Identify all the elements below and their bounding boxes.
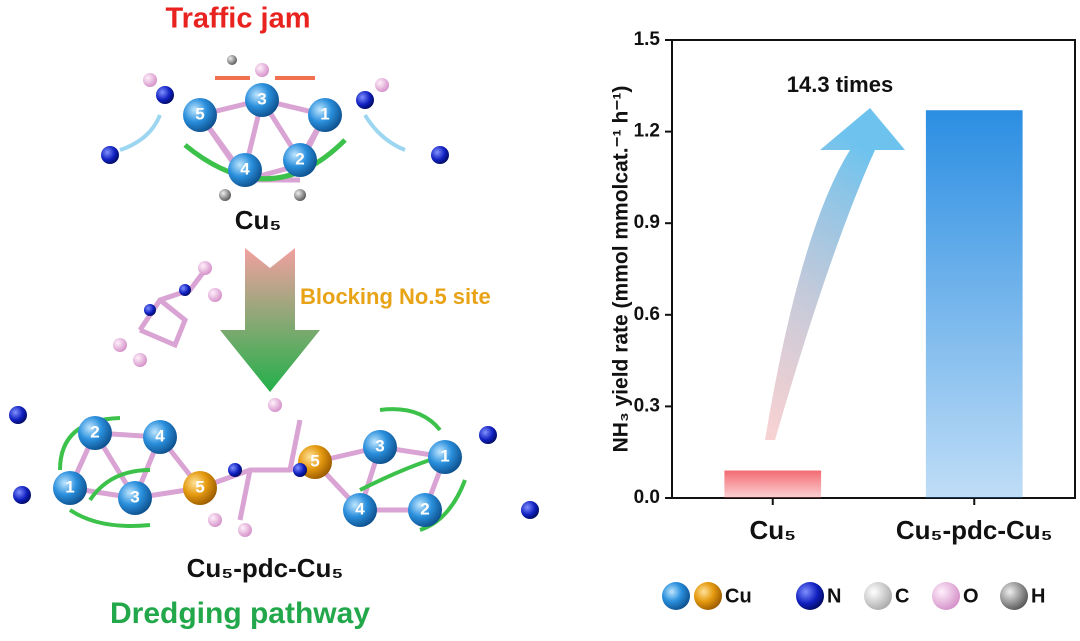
increase-arrow (765, 108, 905, 440)
site-number: 2 (90, 422, 99, 441)
bottom-label: Cu₅-pdc-Cu₅ (187, 553, 344, 583)
site-number: 4 (240, 159, 250, 178)
site-number: 5 (195, 104, 204, 123)
y-tick-label: 0.3 (634, 395, 660, 416)
site-number: 5 (195, 477, 204, 496)
plot-frame (671, 39, 1076, 499)
y-tick-label: 1.2 (634, 121, 660, 142)
y-tick-label: 0.6 (634, 304, 660, 325)
legend-label: O (963, 585, 979, 607)
bottom-cluster (9, 398, 539, 537)
atom-legend (662, 582, 1028, 610)
legend-label: C (895, 585, 909, 607)
x-tick-label: Cu₅-pdc-Cu₅ (896, 515, 1053, 545)
site-number: 5 (310, 451, 319, 470)
x-tick-label: Cu₅ (749, 515, 796, 545)
top-cluster (101, 55, 449, 201)
legend-label: Cu (725, 585, 752, 607)
site-number: 1 (65, 477, 74, 496)
pdc-ligand (113, 261, 222, 367)
site-number: 2 (295, 149, 304, 168)
bottom-title: Dredging pathway (110, 597, 370, 630)
site-number: 4 (355, 499, 365, 518)
site-number: 2 (420, 499, 429, 518)
y-axis-label: NH₃ yield rate (mmol mmolcat.⁻¹ h⁻¹) (610, 86, 633, 453)
site-number: 3 (257, 89, 266, 108)
y-tick-label: 1.5 (634, 29, 661, 50)
legend-label: N (827, 585, 841, 607)
site-number: 3 (130, 487, 139, 506)
annotation: 14.3 times (787, 72, 893, 97)
site-number: 3 (375, 436, 384, 455)
site-number: 4 (155, 426, 165, 445)
bar-chart: 0.0 0.3 0.6 0.9 1.2 1.5 NH₃ yield rate (mmol m… (610, 29, 1053, 545)
y-tick-label: 0.0 (634, 487, 660, 508)
top-label: Cu₅ (235, 205, 282, 235)
top-title: Traffic jam (165, 3, 310, 35)
y-tick-label: 0.9 (634, 212, 660, 233)
site-number: 1 (320, 104, 329, 123)
step-label: Blocking No.5 site (300, 284, 491, 309)
site-number: 1 (440, 446, 449, 465)
bar (925, 110, 1023, 498)
legend-label: H (1031, 585, 1045, 607)
bar (724, 470, 822, 498)
process-arrow (220, 248, 320, 392)
